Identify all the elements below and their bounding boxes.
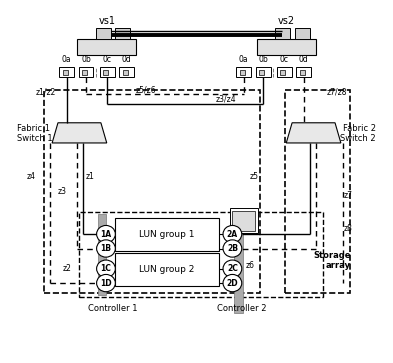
Text: 1D: 1D <box>100 278 112 287</box>
Text: z2: z2 <box>62 264 72 273</box>
Text: Fabric 2: Fabric 2 <box>343 124 376 133</box>
Text: vs2: vs2 <box>278 16 295 26</box>
Circle shape <box>223 260 242 277</box>
Bar <box>115 28 130 39</box>
Text: Switch 1: Switch 1 <box>17 134 53 143</box>
Circle shape <box>223 274 242 292</box>
Bar <box>280 70 285 75</box>
Bar <box>82 70 87 75</box>
Bar <box>285 90 350 293</box>
Bar <box>259 70 264 75</box>
Text: z5: z5 <box>250 172 259 181</box>
Bar <box>275 28 290 39</box>
Circle shape <box>223 240 242 257</box>
Circle shape <box>223 225 242 243</box>
Text: z3/z4: z3/z4 <box>215 95 236 104</box>
Text: z1/z2: z1/z2 <box>36 88 57 97</box>
Text: z5/z6: z5/z6 <box>136 85 156 94</box>
Bar <box>62 70 68 75</box>
Bar <box>295 28 310 39</box>
Text: 0c: 0c <box>280 56 289 64</box>
Bar <box>103 70 108 75</box>
Text: 1C: 1C <box>101 264 111 273</box>
Text: z8: z8 <box>344 224 353 233</box>
Text: Storage
array: Storage array <box>313 251 351 270</box>
Text: z4: z4 <box>26 172 35 181</box>
Text: 2C: 2C <box>227 264 238 273</box>
Text: 1B: 1B <box>101 244 112 253</box>
Circle shape <box>97 225 115 243</box>
Text: 2D: 2D <box>227 278 238 287</box>
Text: LUN group 2: LUN group 2 <box>140 265 195 274</box>
Circle shape <box>97 260 115 277</box>
Text: vs1: vs1 <box>98 16 115 26</box>
Bar <box>96 28 111 39</box>
Bar <box>230 208 258 233</box>
Bar <box>231 211 255 231</box>
Text: z3: z3 <box>57 187 66 196</box>
Text: 0b: 0b <box>258 56 268 64</box>
Bar <box>257 39 316 56</box>
Bar <box>100 67 114 77</box>
Polygon shape <box>286 123 341 143</box>
Text: 2B: 2B <box>227 244 238 253</box>
Text: 0a: 0a <box>239 56 248 64</box>
Bar <box>98 214 107 295</box>
Bar <box>240 70 245 75</box>
Text: 2A: 2A <box>227 229 238 238</box>
Circle shape <box>97 240 115 257</box>
Bar <box>277 67 292 77</box>
Bar <box>119 67 134 77</box>
Bar <box>115 253 219 286</box>
Bar <box>236 67 251 77</box>
Circle shape <box>97 274 115 292</box>
Bar <box>123 70 128 75</box>
Bar <box>256 67 271 77</box>
Text: z7: z7 <box>344 191 353 200</box>
Bar <box>79 67 94 77</box>
Bar <box>115 217 219 251</box>
Bar <box>44 90 260 293</box>
Text: Controller 2: Controller 2 <box>217 304 266 313</box>
Text: 0c: 0c <box>103 56 112 64</box>
Polygon shape <box>52 123 107 143</box>
Bar <box>234 232 243 313</box>
Text: z7/z8: z7/z8 <box>327 88 347 97</box>
Bar <box>296 67 311 77</box>
Bar <box>59 67 74 77</box>
Text: z1: z1 <box>86 172 95 181</box>
Bar <box>79 212 323 297</box>
Bar <box>77 39 136 56</box>
Text: LUN group 1: LUN group 1 <box>139 229 195 238</box>
Text: 0d: 0d <box>299 56 309 64</box>
Text: z6: z6 <box>246 261 255 270</box>
Text: 0b: 0b <box>81 56 91 64</box>
Text: 0d: 0d <box>122 56 132 64</box>
Text: Switch 2: Switch 2 <box>340 134 376 143</box>
Text: Controller 1: Controller 1 <box>88 304 137 313</box>
Text: 0a: 0a <box>62 56 72 64</box>
Text: 1A: 1A <box>100 229 112 238</box>
Bar <box>300 70 305 75</box>
Text: Fabric 1: Fabric 1 <box>17 124 50 133</box>
